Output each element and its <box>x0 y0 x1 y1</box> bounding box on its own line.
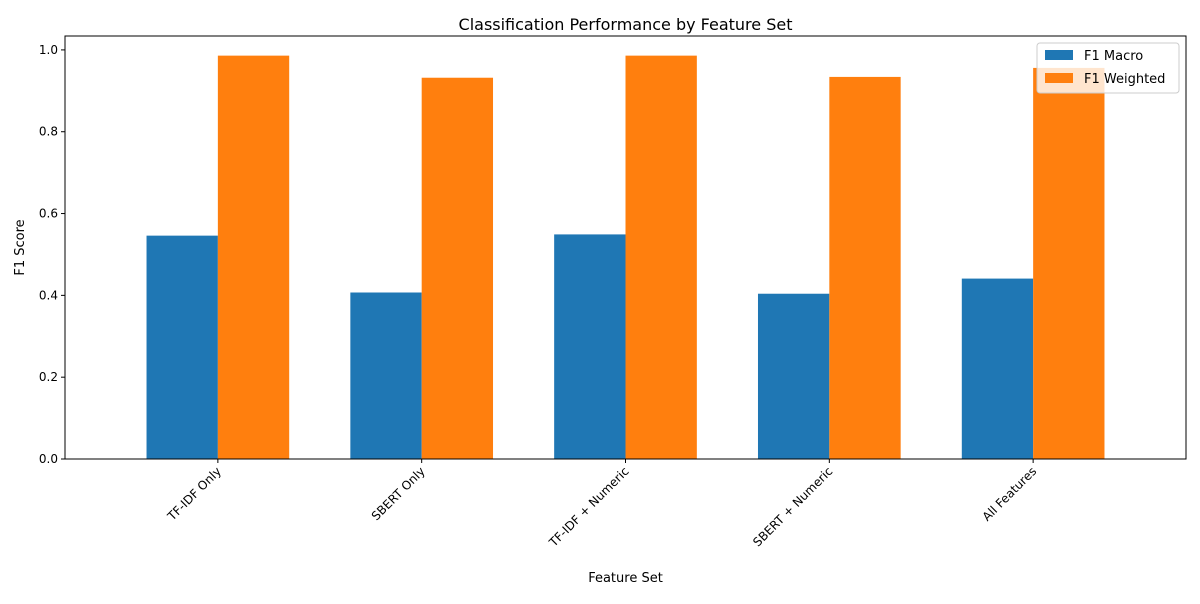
bar-f1-weighted-tf-idf-numeric <box>625 55 697 459</box>
x-tick-label-tf-idf-numeric: TF-IDF + Numeric <box>546 464 632 550</box>
y-tick-label: 0.8 <box>39 125 58 139</box>
legend: F1 Macro F1 Weighted <box>1036 42 1180 94</box>
bar-f1-macro-sbert-numeric <box>757 293 830 459</box>
y-tick-label: 0.4 <box>39 288 58 302</box>
chart-title: Classification Performance by Feature Se… <box>459 15 793 34</box>
y-axis: 0.0 0.2 0.4 0.6 0.8 1.0 <box>39 43 65 466</box>
y-tick-label: 1.0 <box>39 43 58 57</box>
bar-f1-weighted-tf-idf-only <box>217 55 290 459</box>
legend-swatch-f1-weighted <box>1045 73 1073 83</box>
plot-frame <box>64 35 1187 460</box>
bar-f1-macro-tf-idf-only <box>146 235 218 459</box>
legend-swatch-f1-macro <box>1045 50 1073 60</box>
y-axis-label: F1 Score <box>13 219 28 275</box>
x-axis-label: Feature Set <box>588 571 663 586</box>
x-tick-label-all-features: All Features <box>980 464 1040 524</box>
legend-label-f1-weighted: F1 Weighted <box>1084 72 1165 87</box>
y-tick-label: 0.2 <box>39 370 58 384</box>
bar-f1-weighted-all-features <box>1033 67 1105 459</box>
x-tick-label-tf-idf-only: TF-IDF Only <box>164 464 224 524</box>
bar-f1-macro-sbert-only <box>350 292 422 459</box>
bar-f1-weighted-sbert-numeric <box>829 76 901 459</box>
bar-f1-macro-all-features <box>961 278 1034 459</box>
x-axis: TF-IDF Only SBERT Only TF-IDF + Numeric SBE… <box>164 459 1039 550</box>
x-tick-label-sbert-numeric: SBERT + Numeric <box>750 464 835 549</box>
legend-label-f1-macro: F1 Macro <box>1084 49 1143 64</box>
bar-f1-weighted-sbert-only <box>421 77 494 459</box>
bars-layer <box>146 55 1105 459</box>
bar-f1-macro-tf-idf-numeric <box>554 234 626 459</box>
y-tick-label: 0.0 <box>39 452 58 466</box>
y-tick-label: 0.6 <box>39 207 58 221</box>
x-tick-label-sbert-only: SBERT Only <box>369 464 428 523</box>
